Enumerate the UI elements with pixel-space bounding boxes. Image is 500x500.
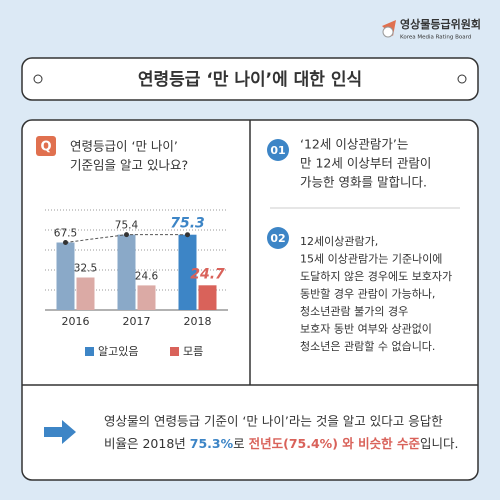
bar — [76, 277, 95, 310]
value-label: 32.5 — [74, 263, 97, 275]
value-label: 24.6 — [135, 270, 159, 282]
legend-swatch — [85, 347, 94, 356]
note-text: 도달하지 않은 경우에도 보호자가 — [300, 269, 452, 283]
x-tick-label: 2018 — [184, 315, 212, 328]
bar — [178, 234, 197, 310]
note-text: 청소년관람 불가의 경우 — [300, 305, 408, 318]
summary-highlight: 전년도(75.4%) 와 비슷한 수준 — [249, 436, 421, 451]
summary-part: 입니다. — [420, 436, 458, 451]
value-label: 67.5 — [54, 228, 77, 240]
bar — [137, 285, 156, 310]
trend-dot — [63, 240, 68, 245]
trend-dot — [124, 232, 129, 238]
question-text: 연령등급이 ‘만 나이’ — [70, 139, 178, 154]
value-label: 75.4 — [115, 220, 139, 232]
note-text: 12세이상관람가, — [300, 235, 378, 248]
summary-highlight: 75.3% — [190, 436, 234, 451]
logo-english: Korea Media Rating Board — [400, 35, 471, 41]
note-text: 15세 이상관람가는 기준나이에 — [300, 253, 442, 266]
bar — [198, 285, 217, 310]
chart: 67.5 75.4 75.3 32.5 24.6 24.7 2016 2017 2018 알고있음… — [45, 209, 228, 358]
q-badge-label: Q — [40, 140, 51, 155]
value-label: 75.3 — [170, 216, 205, 232]
summary-text: 영상물의 연령등급 기준이 ‘만 나이’라는 것을 알고 있다고 응답한 — [104, 414, 443, 429]
note-badge — [267, 139, 289, 161]
note-badge-label: 02 — [270, 232, 285, 245]
legend-label: 알고있음 — [98, 344, 138, 358]
note-text: 보호자 동반 여부와 상관없이 — [300, 323, 432, 336]
x-tick-label: 2016 — [62, 315, 90, 328]
bar — [117, 234, 136, 310]
bar — [56, 242, 75, 310]
summary-part: 로 — [233, 436, 248, 451]
legend-label: 모름 — [183, 345, 203, 358]
q-badge — [36, 136, 56, 156]
summary-text: 비율은 2018년 75.3%로 전년도(75.4%) 와 비슷한 수준입니다. — [104, 436, 458, 451]
note-text: 동반할 경우 관람이 가능하나, — [300, 287, 435, 301]
title-box — [21, 57, 479, 101]
logo: 영상물등급위원회 Korea Media Rating Board — [382, 17, 481, 41]
title: 연령등급 ‘만 나이’에 대한 인식 — [138, 69, 362, 90]
trend-dot — [185, 232, 190, 238]
arrow-icon — [44, 420, 76, 444]
question-text: 기준임을 알고 있나요? — [70, 158, 188, 173]
title-dot — [457, 74, 467, 84]
note-text: 청소년은 관람할 수 없습니다. — [300, 340, 435, 353]
note-badge-label: 01 — [270, 144, 285, 157]
summary-part: 비율은 2018년 — [104, 436, 190, 451]
x-tick-label: 2017 — [123, 315, 151, 328]
note-text: ‘12세 이상관람가’는 — [300, 137, 408, 152]
legend-swatch — [170, 347, 179, 356]
logo-name: 영상물등급위원회 — [400, 17, 481, 31]
value-label: 24.7 — [190, 266, 225, 282]
note-text: 가능한 영화를 말합니다. — [300, 175, 427, 190]
note-text: 만 12세 이상부터 관람이 — [300, 156, 431, 171]
title-dot — [33, 74, 43, 84]
note-badge — [267, 227, 289, 249]
